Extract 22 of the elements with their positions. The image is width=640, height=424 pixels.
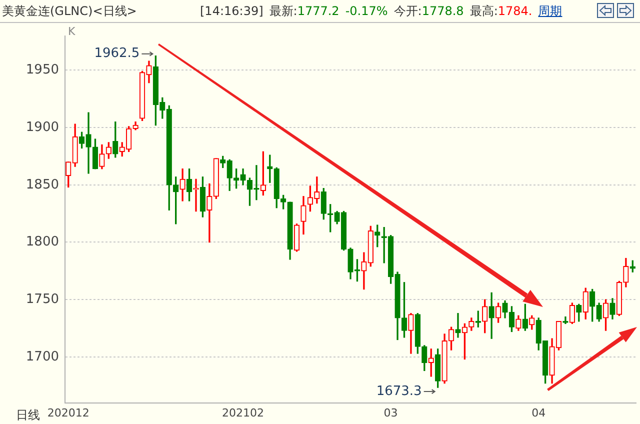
candlestick bbox=[455, 313, 461, 338]
text: [14:16:39] bbox=[200, 4, 264, 18]
y-tick-label: 1900 bbox=[26, 120, 59, 135]
text: 周期 bbox=[538, 3, 562, 20]
annotation: 1962.5 bbox=[94, 46, 140, 62]
text: 最高:1784. bbox=[470, 4, 532, 18]
x-tick-label: 03 bbox=[384, 406, 398, 420]
annotation: 1673.3 bbox=[376, 384, 422, 399]
y-tick-label: 1750 bbox=[26, 292, 59, 307]
x-tick-label: 202012 bbox=[47, 406, 90, 420]
y-tick-label: 1800 bbox=[26, 234, 59, 250]
chart-title: 美黄金连(GLNC)<日线> bbox=[2, 3, 137, 20]
annotation: K bbox=[68, 25, 76, 38]
y-tick-label: 1700 bbox=[26, 349, 59, 364]
text: 今开:1778.8 bbox=[394, 4, 464, 18]
text: -0.17% bbox=[345, 3, 388, 20]
y-tick-label: 1950 bbox=[26, 62, 59, 78]
y-tick-label: 1850 bbox=[26, 177, 59, 192]
x-tick-label: 04 bbox=[532, 406, 546, 420]
x-tick-label: 202102 bbox=[222, 406, 264, 420]
text: 最新:1777.2 bbox=[269, 4, 340, 18]
text: 日线 bbox=[16, 407, 40, 424]
